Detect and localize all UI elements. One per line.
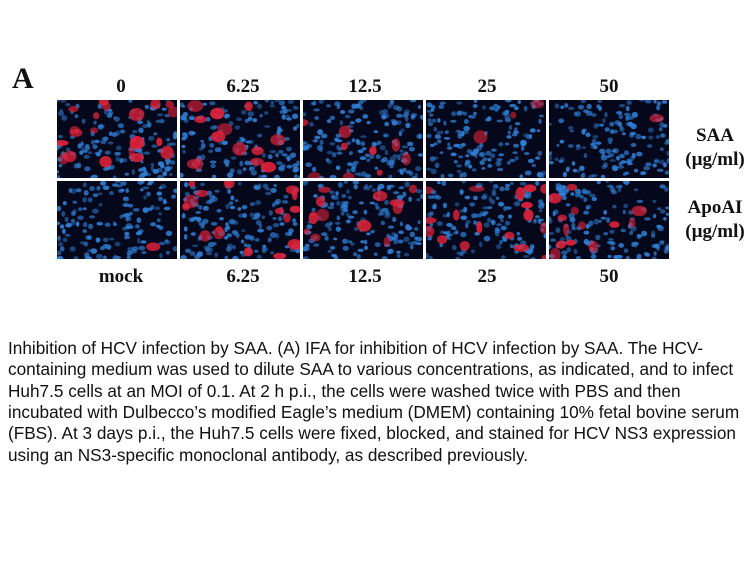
row-label-name: SAA <box>695 125 734 146</box>
column-label-bottom: mock <box>98 266 144 287</box>
micrograph-saa <box>57 100 177 178</box>
row-label-unit: (µg/ml) <box>685 221 745 242</box>
figure-caption: Inhibition of HCV infection by SAA. (A) … <box>8 338 740 465</box>
micrograph-saa <box>180 100 300 178</box>
micrograph-grid <box>57 100 669 260</box>
micrograph-saa <box>426 100 546 178</box>
column-label-top: 50 <box>599 76 619 97</box>
figure-panel: A 0 6.25 12.5 25 50 SAA (µg/ml) ApoAI (µ… <box>12 62 753 287</box>
micrograph-saa <box>303 100 423 178</box>
column-label-bottom: 6.25 <box>226 266 260 287</box>
column-label-top: 0 <box>116 76 126 97</box>
column-label-bottom: 12.5 <box>348 266 382 287</box>
column-label-top: 25 <box>477 76 497 97</box>
column-label-top: 6.25 <box>226 76 260 97</box>
row-label-saa: SAA (µg/ml) <box>677 124 753 172</box>
column-label-bottom: 50 <box>599 266 619 287</box>
micrograph-apoai <box>549 181 669 259</box>
row-label-name: ApoAI <box>687 197 743 218</box>
column-label-bottom: 25 <box>477 266 497 287</box>
micrograph-saa <box>549 100 669 178</box>
column-label-top: 12.5 <box>348 76 382 97</box>
micrograph-apoai <box>426 181 546 259</box>
micrograph-apoai <box>303 181 423 259</box>
micrograph-apoai <box>180 181 300 259</box>
row-label-unit: (µg/ml) <box>685 149 745 170</box>
panel-letter: A <box>12 62 34 95</box>
micrograph-apoai <box>57 181 177 259</box>
row-label-apoai: ApoAI (µg/ml) <box>677 196 753 244</box>
